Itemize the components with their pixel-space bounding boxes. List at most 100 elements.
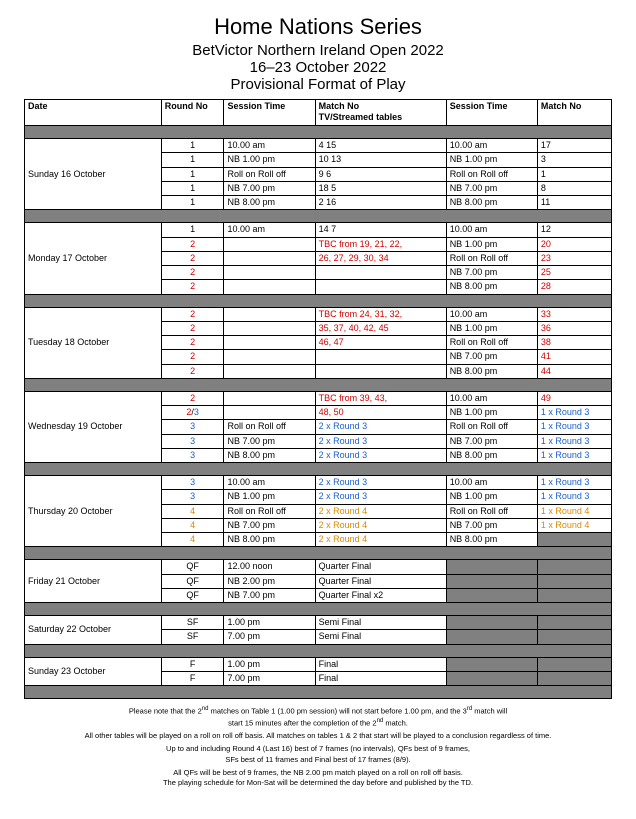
match2-cell: 20 — [537, 237, 611, 251]
match1-cell: Semi Final — [315, 630, 446, 644]
session1-cell: NB 2.00 pm — [224, 574, 315, 588]
separator-row — [25, 126, 612, 139]
session2-cell: NB 8.00 pm — [446, 448, 537, 462]
session2-cell: NB 8.00 pm — [446, 196, 537, 210]
match2-cell: 1 x Round 4 — [537, 518, 611, 532]
footer-notes: Please note that the 2nd matches on Tabl… — [24, 705, 612, 788]
match1-cell: Final — [315, 671, 446, 685]
round-cell: 2 — [161, 364, 224, 378]
session2-cell — [446, 630, 537, 644]
match1-cell: 14 7 — [315, 223, 446, 237]
title-line-3: 16–23 October 2022 — [24, 59, 612, 76]
note-line: Please note that the 2nd matches on Tabl… — [24, 705, 612, 728]
session1-cell: 1.00 pm — [224, 616, 315, 630]
date-cell: Saturday 22 October — [25, 616, 162, 645]
match1-cell: 2 x Round 3 — [315, 434, 446, 448]
date-cell: Wednesday 19 October — [25, 391, 162, 462]
table-row: Wednesday 19 October2TBC from 39, 43,10.… — [25, 391, 612, 405]
match1-cell: 46, 47 — [315, 336, 446, 350]
table-row: Sunday 16 October110.00 am4 1510.00 am17 — [25, 139, 612, 153]
table-row: Saturday 22 OctoberSF1.00 pmSemi Final — [25, 616, 612, 630]
session2-cell: NB 1.00 pm — [446, 237, 537, 251]
round-cell: 3 — [161, 434, 224, 448]
match2-cell: 28 — [537, 280, 611, 294]
th-m1: Match NoTV/Streamed tables — [315, 100, 446, 126]
round-cell: 1 — [161, 223, 224, 237]
match2-cell: 3 — [537, 153, 611, 167]
round-cell: 3 — [161, 420, 224, 434]
match1-cell: Quarter Final — [315, 574, 446, 588]
round-cell: 1 — [161, 167, 224, 181]
session1-cell — [224, 321, 315, 335]
session2-cell: NB 1.00 pm — [446, 490, 537, 504]
session2-cell: 10.00 am — [446, 307, 537, 321]
match1-cell: 2 x Round 3 — [315, 448, 446, 462]
session2-cell: Roll on Roll off — [446, 504, 537, 518]
session2-cell: NB 7.00 pm — [446, 434, 537, 448]
session2-cell — [446, 657, 537, 671]
session1-cell — [224, 251, 315, 265]
match2-cell: 8 — [537, 181, 611, 195]
match2-cell: 12 — [537, 223, 611, 237]
match2-cell — [537, 533, 611, 547]
session2-cell: Roll on Roll off — [446, 336, 537, 350]
session2-cell: NB 1.00 pm — [446, 321, 537, 335]
match1-cell: TBC from 24, 31, 32, — [315, 307, 446, 321]
match2-cell: 41 — [537, 350, 611, 364]
match2-cell: 33 — [537, 307, 611, 321]
match2-cell — [537, 630, 611, 644]
match2-cell: 1 — [537, 167, 611, 181]
session1-cell: 7.00 pm — [224, 671, 315, 685]
round-cell: QF — [161, 588, 224, 602]
session2-cell — [446, 588, 537, 602]
match1-cell: 48, 50 — [315, 406, 446, 420]
session2-cell — [446, 574, 537, 588]
session1-cell: NB 7.00 pm — [224, 434, 315, 448]
schedule-table: Date Round No Session Time Match NoTV/St… — [24, 99, 612, 699]
match1-cell: 18 5 — [315, 181, 446, 195]
date-cell: Sunday 23 October — [25, 657, 162, 686]
match2-cell: 1 x Round 3 — [537, 448, 611, 462]
round-cell: 1 — [161, 181, 224, 195]
match2-cell: 38 — [537, 336, 611, 350]
round-cell: F — [161, 657, 224, 671]
note-line: All other tables will be played on a rol… — [24, 731, 612, 741]
match2-cell: 1 x Round 3 — [537, 490, 611, 504]
session2-cell: NB 1.00 pm — [446, 153, 537, 167]
round-cell: 1 — [161, 153, 224, 167]
session2-cell: NB 8.00 pm — [446, 280, 537, 294]
round-cell: 2 — [161, 251, 224, 265]
session1-cell: 7.00 pm — [224, 630, 315, 644]
session1-cell: NB 8.00 pm — [224, 533, 315, 547]
match2-cell — [537, 616, 611, 630]
round-cell: 2 — [161, 266, 224, 280]
match2-cell: 23 — [537, 251, 611, 265]
document-page: Home Nations Series BetVictor Northern I… — [0, 0, 636, 819]
session1-cell — [224, 336, 315, 350]
session1-cell — [224, 266, 315, 280]
match2-cell: 1 x Round 3 — [537, 434, 611, 448]
match1-cell: 26, 27, 29, 30, 34 — [315, 251, 446, 265]
session1-cell: NB 7.00 pm — [224, 588, 315, 602]
table-row: Monday 17 October110.00 am14 710.00 am12 — [25, 223, 612, 237]
round-cell: 4 — [161, 518, 224, 532]
round-cell: 2 — [161, 307, 224, 321]
match1-cell: TBC from 19, 21, 22, — [315, 237, 446, 251]
session1-cell: NB 7.00 pm — [224, 181, 315, 195]
match1-cell — [315, 266, 446, 280]
round-cell: QF — [161, 574, 224, 588]
session2-cell: 10.00 am — [446, 391, 537, 405]
session2-cell: Roll on Roll off — [446, 167, 537, 181]
match2-cell: 11 — [537, 196, 611, 210]
session2-cell: NB 7.00 pm — [446, 266, 537, 280]
session2-cell: NB 7.00 pm — [446, 518, 537, 532]
title-line-4: Provisional Format of Play — [24, 76, 612, 93]
session2-cell: NB 1.00 pm — [446, 406, 537, 420]
th-s2: Session Time — [446, 100, 537, 126]
table-row: Thursday 20 October310.00 am2 x Round 31… — [25, 476, 612, 490]
session1-cell: Roll on Roll off — [224, 504, 315, 518]
session1-cell: Roll on Roll off — [224, 420, 315, 434]
session2-cell — [446, 671, 537, 685]
session2-cell: 10.00 am — [446, 476, 537, 490]
session1-cell: 1.00 pm — [224, 657, 315, 671]
